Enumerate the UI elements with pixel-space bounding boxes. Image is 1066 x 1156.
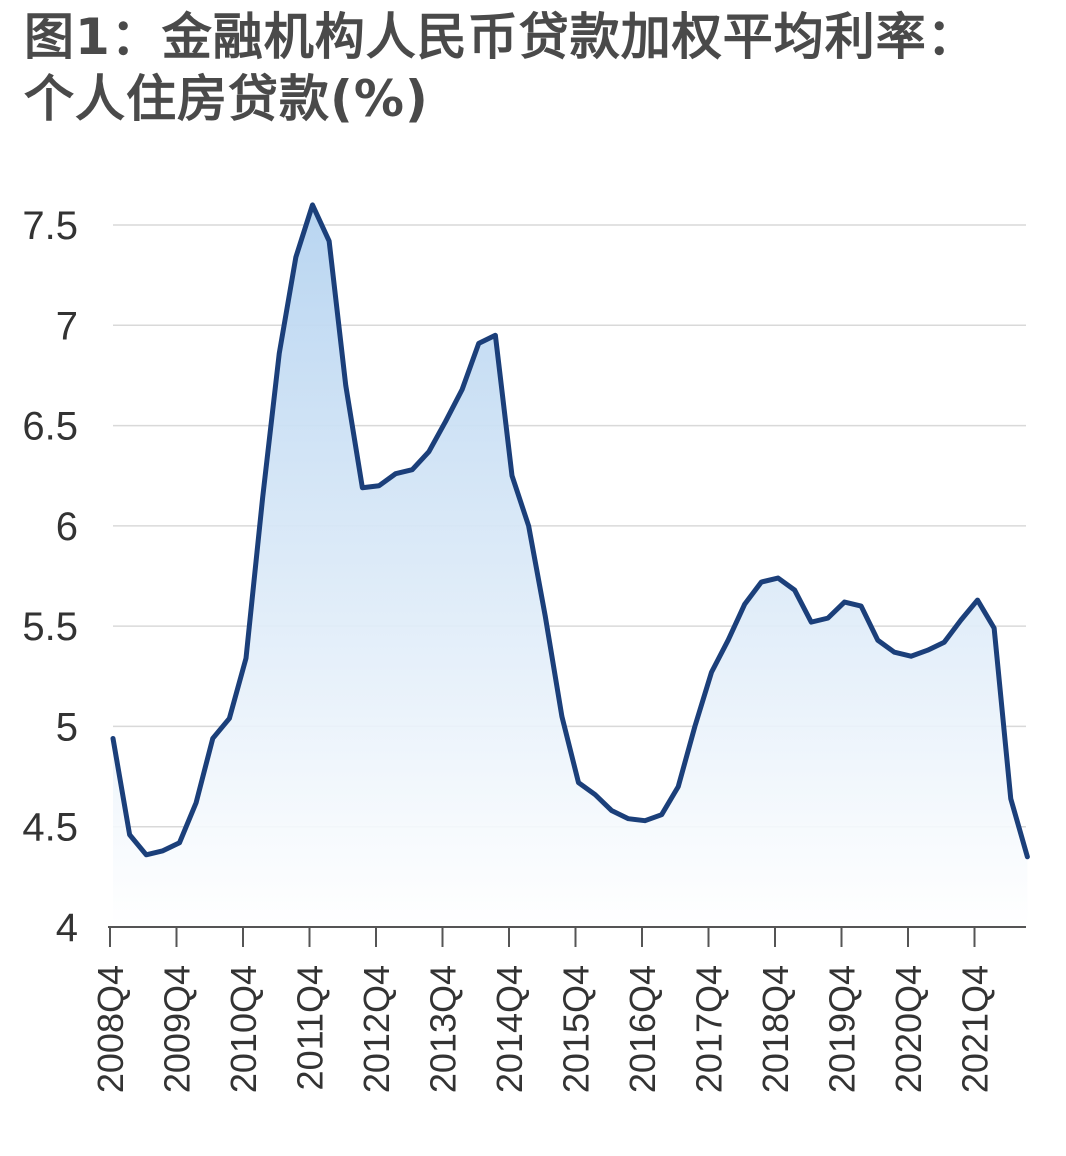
data-point-29 (593, 792, 598, 797)
data-point-33 (659, 812, 664, 817)
data-point-34 (676, 784, 681, 789)
data-point-17 (393, 471, 398, 476)
series-line (110, 202, 1030, 860)
data-point-22 (476, 341, 481, 346)
data-point-47 (892, 650, 897, 655)
y-tick-label-5: 5 (56, 705, 78, 749)
y-tick-label-4.5: 4.5 (22, 806, 78, 850)
data-point-54 (1008, 796, 1013, 801)
data-point-37 (726, 638, 731, 643)
data-point-32 (643, 818, 648, 823)
data-point-23 (493, 333, 498, 338)
x-tick-label-2013Q4: 2013Q4 (423, 965, 464, 1093)
data-point-15 (360, 485, 365, 490)
data-point-3 (160, 848, 165, 853)
data-point-52 (975, 598, 980, 603)
chart-title-line-2: 个人住房贷款(%) (24, 70, 429, 128)
area-fill-layer (113, 204, 1028, 927)
x-tick-label-2015Q4: 2015Q4 (556, 965, 597, 1093)
data-point-42 (809, 620, 814, 625)
x-tick-label-2021Q4: 2021Q4 (955, 965, 996, 1093)
y-tick-label-7: 7 (56, 304, 78, 348)
data-point-50 (942, 640, 947, 645)
data-point-24 (510, 473, 515, 478)
data-point-55 (1025, 854, 1030, 859)
x-tick-label-2018Q4: 2018Q4 (755, 965, 796, 1093)
data-point-35 (692, 724, 697, 729)
data-point-9 (260, 495, 265, 500)
data-point-48 (909, 654, 914, 659)
data-point-2 (144, 852, 149, 857)
data-point-39 (759, 580, 764, 585)
data-point-41 (792, 588, 797, 593)
x-tick-label-2012Q4: 2012Q4 (356, 965, 397, 1093)
data-point-38 (742, 602, 747, 607)
series-line-layer (110, 202, 1030, 860)
data-point-49 (925, 648, 930, 653)
data-point-45 (859, 604, 864, 609)
data-point-6 (210, 736, 215, 741)
x-tick-label-2014Q4: 2014Q4 (489, 965, 530, 1093)
data-point-16 (377, 483, 382, 488)
data-point-20 (443, 419, 448, 424)
chart-title-line-1: 图1：金融机构人民币贷款加权平均利率： (24, 8, 978, 66)
data-point-14 (343, 383, 348, 388)
data-point-44 (842, 600, 847, 605)
x-tick-label-2016Q4: 2016Q4 (622, 965, 663, 1093)
data-point-13 (327, 239, 332, 244)
y-tick-label-5.5: 5.5 (22, 605, 78, 649)
area-fill (113, 204, 1028, 927)
data-point-11 (293, 255, 298, 260)
data-point-8 (244, 656, 249, 661)
x-tick-labels: 2008Q4 2009Q4 2010Q4 2011Q4 2012Q4 2013Q4 2014… (90, 965, 996, 1093)
y-tick-labels: 7.5 7 6.5 6 5.5 5 4.5 4 (22, 204, 78, 950)
data-point-10 (277, 351, 282, 356)
data-point-43 (825, 616, 830, 621)
data-point-30 (609, 808, 614, 813)
axes (108, 926, 1026, 947)
data-point-21 (460, 387, 465, 392)
x-tick-label-2017Q4: 2017Q4 (689, 965, 730, 1093)
y-tick-label-6: 6 (56, 505, 78, 549)
data-point-27 (559, 714, 564, 719)
data-point-26 (543, 614, 548, 619)
x-tick-label-2019Q4: 2019Q4 (822, 965, 863, 1093)
data-point-25 (526, 523, 531, 528)
data-point-19 (426, 449, 431, 454)
x-tick-label-2008Q4: 2008Q4 (90, 965, 131, 1093)
data-point-7 (227, 716, 232, 721)
data-point-53 (992, 626, 997, 631)
data-point-40 (776, 576, 781, 581)
data-point-46 (875, 638, 880, 643)
data-point-28 (576, 780, 581, 785)
data-point-5 (194, 800, 199, 805)
data-point-36 (709, 670, 714, 675)
data-point-31 (626, 816, 631, 821)
data-point-0 (111, 736, 116, 741)
x-tick-label-2009Q4: 2009Q4 (157, 965, 198, 1093)
x-tick-label-2020Q4: 2020Q4 (888, 965, 929, 1093)
data-point-4 (177, 840, 182, 845)
data-point-18 (410, 467, 415, 472)
x-tick-label-2010Q4: 2010Q4 (223, 965, 264, 1093)
data-point-12 (310, 202, 315, 207)
y-tick-label-6.5: 6.5 (22, 405, 78, 449)
chart-title: 图1：金融机构人民币贷款加权平均利率： 个人住房贷款(%) (24, 6, 1054, 130)
x-tick-label-2011Q4: 2011Q4 (290, 965, 331, 1090)
y-tick-label-4: 4 (56, 906, 78, 950)
y-tick-label-7.5: 7.5 (22, 204, 78, 248)
data-point-51 (958, 618, 963, 623)
data-point-1 (127, 832, 132, 837)
